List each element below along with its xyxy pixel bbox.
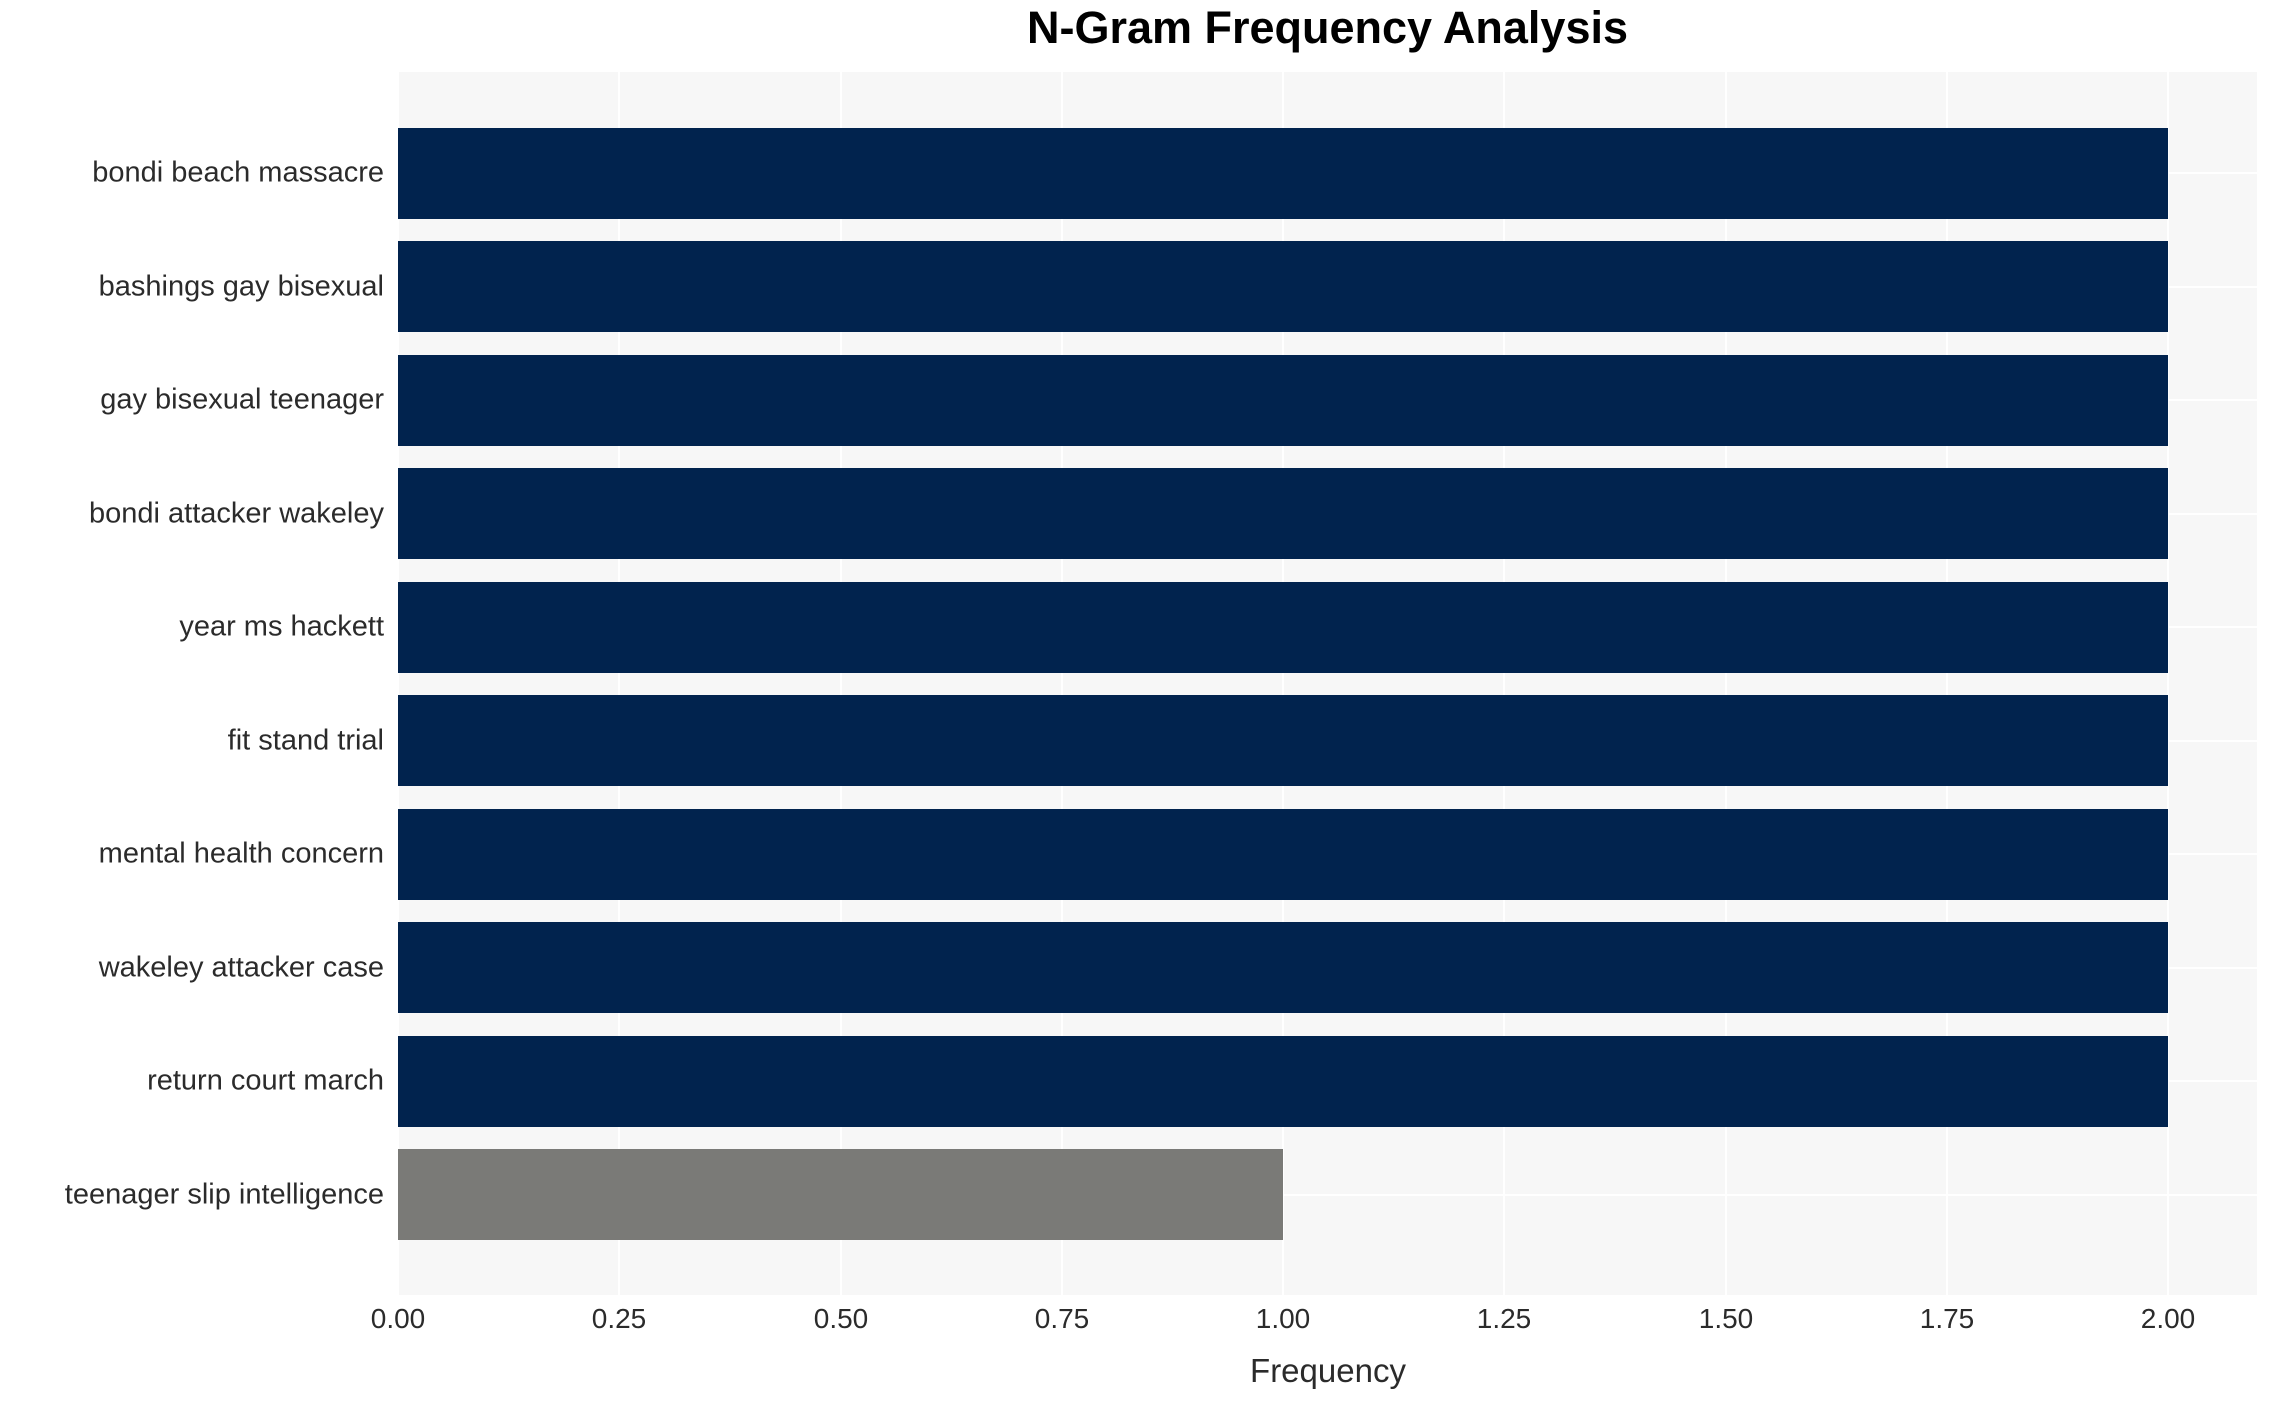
- vertical-gridline: [397, 72, 399, 1295]
- y-tick-label: bondi attacker wakeley: [89, 497, 384, 530]
- bar-bashings-gay-bisexual: [398, 241, 2168, 332]
- vertical-gridline: [840, 72, 842, 1295]
- y-tick-label: bashings gay bisexual: [98, 270, 384, 303]
- y-tick-label: year ms hackett: [179, 610, 384, 643]
- bar-fit-stand-trial: [398, 695, 2168, 786]
- x-tick-label: 0.25: [591, 1303, 647, 1334]
- y-tick-label: fit stand trial: [227, 724, 384, 757]
- vertical-gridline: [1946, 72, 1948, 1295]
- bar-bondi-attacker-wakeley: [398, 468, 2168, 559]
- x-tick-label: 1.75: [1919, 1303, 1975, 1334]
- vertical-gridline: [1725, 72, 1727, 1295]
- x-tick-label: 0.00: [370, 1303, 426, 1334]
- plot-area: [397, 72, 2257, 1295]
- x-tick-label: 0.50: [813, 1303, 869, 1334]
- chart-title: N-Gram Frequency Analysis: [1026, 2, 1629, 53]
- vertical-gridline: [2167, 72, 2169, 1295]
- bar-gay-bisexual-teenager: [398, 355, 2168, 446]
- y-tick-label: gay bisexual teenager: [100, 383, 384, 416]
- y-tick-label: bondi beach massacre: [92, 156, 384, 189]
- x-tick-label: 2.00: [2140, 1303, 2196, 1334]
- y-tick-label: return court march: [147, 1064, 384, 1097]
- bar-wakeley-attacker-case: [398, 922, 2168, 1013]
- vertical-gridline: [1061, 72, 1063, 1295]
- bar-return-court-march: [398, 1036, 2168, 1127]
- vertical-gridline: [618, 72, 620, 1295]
- bar-year-ms-hackett: [398, 582, 2168, 673]
- y-tick-label: wakeley attacker case: [98, 951, 384, 984]
- bar-mental-health-concern: [398, 809, 2168, 900]
- vertical-gridline: [1282, 72, 1284, 1295]
- y-tick-label: mental health concern: [98, 837, 384, 870]
- y-tick-label: teenager slip intelligence: [64, 1178, 384, 1211]
- x-axis-label: Frequency: [1250, 1352, 1406, 1389]
- x-tick-label: 1.25: [1476, 1303, 1532, 1334]
- bar-bondi-beach-massacre: [398, 128, 2168, 219]
- x-tick-label: 1.00: [1255, 1303, 1311, 1334]
- vertical-gridline: [1503, 72, 1505, 1295]
- bar-teenager-slip-intelligence: [398, 1149, 1283, 1240]
- x-tick-label: 1.50: [1698, 1303, 1754, 1334]
- x-tick-label: 0.75: [1034, 1303, 1090, 1334]
- horizontal-gridline: [398, 1194, 2257, 1196]
